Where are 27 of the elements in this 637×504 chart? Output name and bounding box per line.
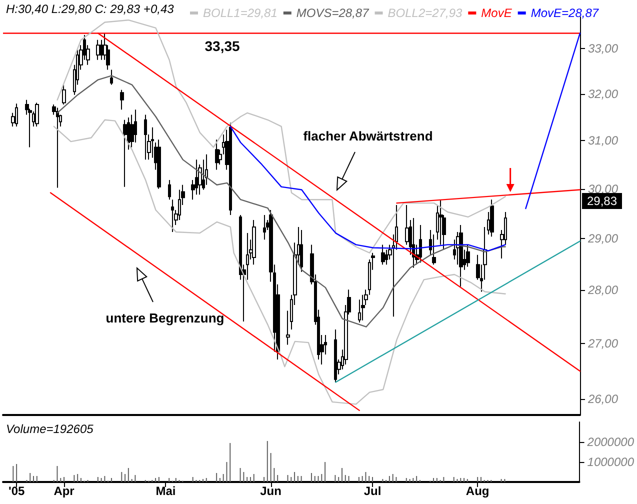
legend-label: MOVS=28,87	[296, 6, 370, 20]
y-tick-label: 32,00	[588, 86, 618, 101]
y-tick-label: 29,00	[587, 232, 618, 246]
y-tick-label: 28,00	[587, 283, 618, 298]
text: 29,83	[586, 194, 618, 208]
annotation: Volume=192605	[6, 422, 94, 436]
x-tick-label: Jul	[364, 484, 382, 498]
annotation: flacher Abwärtstrend	[303, 128, 433, 144]
legend-label: MovE	[481, 6, 513, 20]
ref-line-label: 33,35	[204, 38, 240, 54]
legend-label: MovE=28,87	[530, 6, 600, 20]
y-tick-label: 27,00	[587, 336, 618, 351]
y-tick-label: 31,00	[588, 134, 618, 148]
text: H:30,40 L:29,80 C: 29,83 +0,43	[6, 2, 174, 16]
x-tick-label: Aug	[466, 484, 490, 498]
x-tick-label: Mai	[156, 484, 176, 498]
x-tick-label: Apr	[54, 484, 75, 498]
y-tick-label: 26,00	[587, 392, 618, 406]
annotation: untere Begrenzung	[106, 310, 224, 326]
legend-label: BOLL2=27,93	[388, 6, 462, 20]
y-tick-label: 2000000	[586, 435, 634, 449]
y-tick-label: 30,00	[588, 182, 618, 196]
legend-label: BOLL1=29,81	[203, 6, 278, 20]
y-tick-label: 33,00	[588, 42, 618, 56]
y-tick-label: 1000000	[587, 455, 634, 469]
x-tick-label: Jun	[260, 484, 282, 498]
x-tick-label: '05	[8, 484, 25, 498]
